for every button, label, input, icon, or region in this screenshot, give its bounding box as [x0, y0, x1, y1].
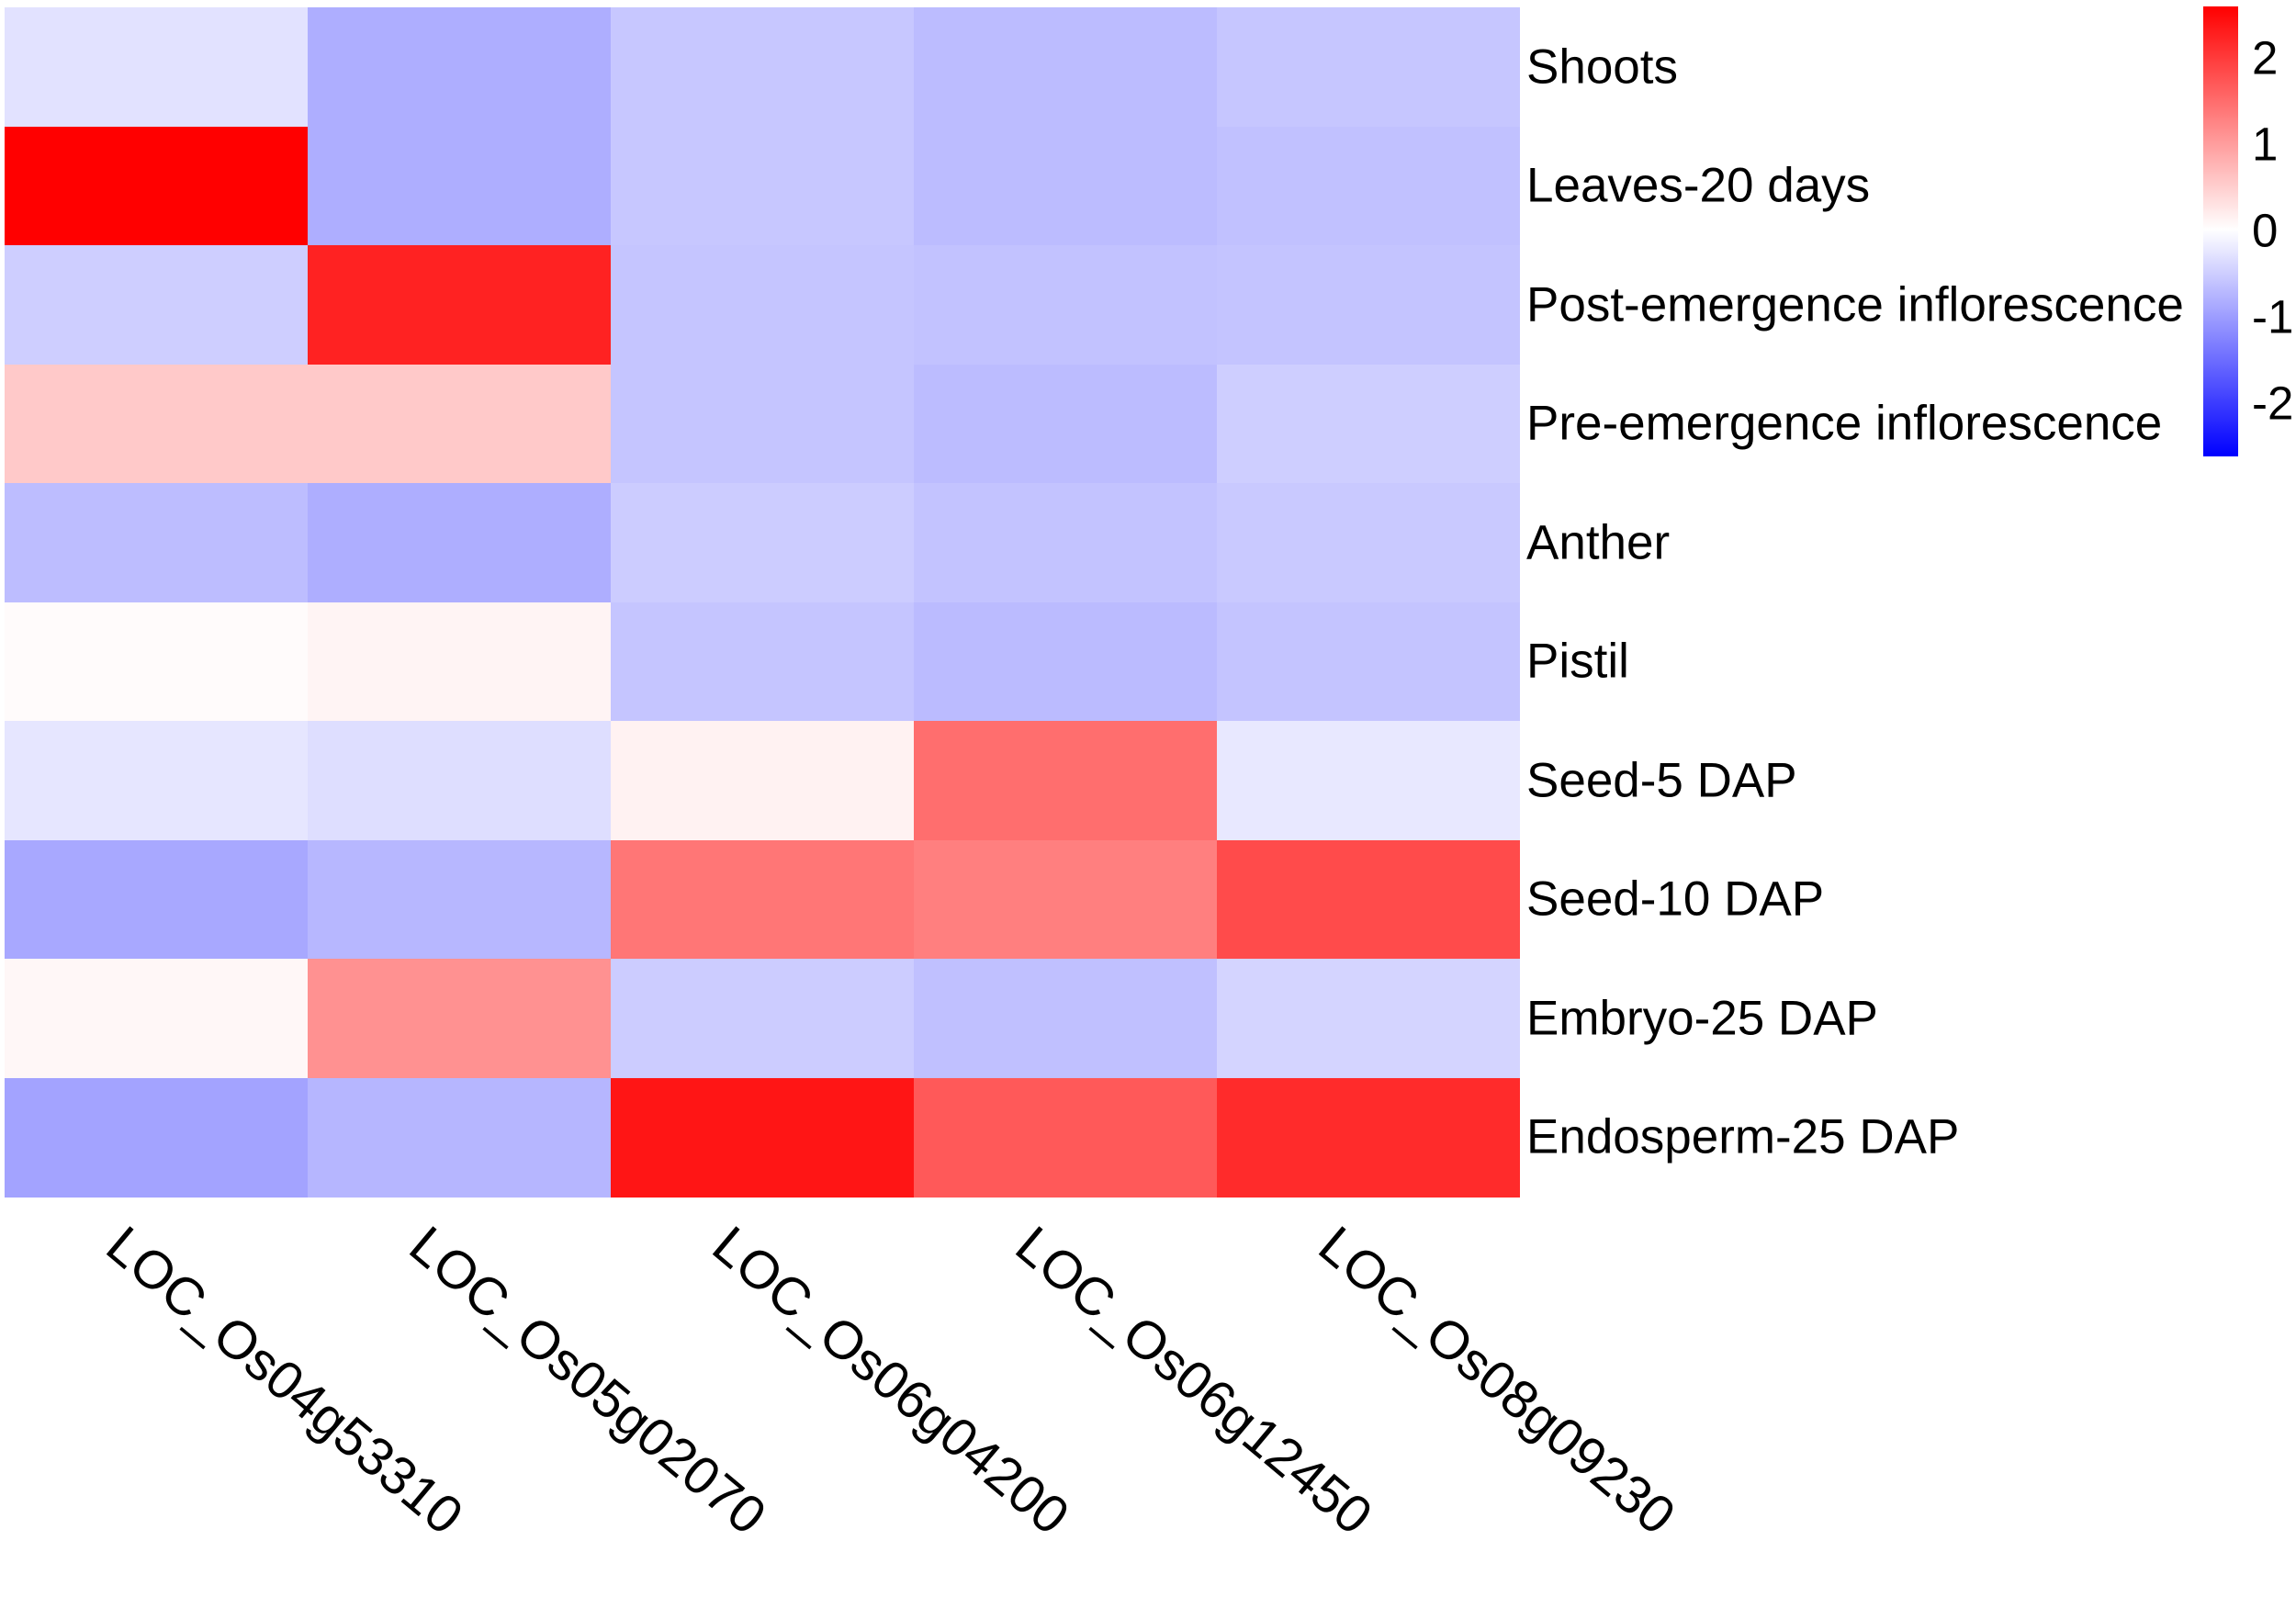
heatmap-cell-r0-c0: [5, 7, 308, 127]
row-label: Embryo-25 DAP: [1526, 991, 1878, 1046]
row-label: Seed-10 DAP: [1526, 871, 1825, 927]
heatmap-cell-r0-c4: [1217, 7, 1520, 127]
row-label: Leaves-20 days: [1526, 158, 1871, 213]
heatmap-cell-r9-c3: [914, 1077, 1217, 1198]
heatmap-cell-r4-c2: [611, 483, 914, 602]
heatmap-cell-r1-c1: [308, 126, 611, 246]
heatmap-cell-r3-c0: [5, 364, 308, 484]
heatmap-cell-r7-c3: [914, 839, 1217, 960]
colorbar-tick-label: 1: [2252, 118, 2279, 171]
heatmap-cell-r1-c3: [914, 126, 1217, 246]
heatmap-cell-r7-c1: [308, 839, 611, 960]
heatmap-cell-r3-c3: [914, 364, 1217, 484]
heatmap-cell-r4-c4: [1217, 483, 1520, 602]
heatmap-cell-r0-c2: [611, 7, 914, 127]
heatmap-cell-r8-c1: [308, 959, 611, 1078]
heatmap-cell-r5-c1: [308, 602, 611, 722]
heatmap-cell-r8-c0: [5, 959, 308, 1078]
heatmap-cell-r8-c2: [611, 959, 914, 1078]
heatmap-cell-r7-c4: [1217, 839, 1520, 960]
heatmap-cell-r6-c3: [914, 721, 1217, 840]
heatmap-cell-r3-c4: [1217, 364, 1520, 484]
heatmap-cell-r8-c3: [914, 959, 1217, 1078]
heatmap-cell-r2-c3: [914, 245, 1217, 365]
heatmap-cell-r2-c0: [5, 245, 308, 365]
heatmap-cell-r5-c4: [1217, 602, 1520, 722]
heatmap-cell-r6-c2: [611, 721, 914, 840]
heatmap-cell-r1-c2: [611, 126, 914, 246]
heatmap-cell-r6-c0: [5, 721, 308, 840]
heatmap-cell-r2-c2: [611, 245, 914, 365]
heatmap-cell-r6-c1: [308, 721, 611, 840]
heatmap-cell-r8-c4: [1217, 959, 1520, 1078]
row-label: Pistil: [1526, 634, 1629, 689]
heatmap-cell-r3-c1: [308, 364, 611, 484]
colorbar-tick-label: 2: [2252, 31, 2279, 84]
row-label: Seed-5 DAP: [1526, 753, 1797, 808]
heatmap-cell-r9-c0: [5, 1077, 308, 1198]
heatmap-cell-r0-c1: [308, 7, 611, 127]
row-label: Anther: [1526, 515, 1671, 570]
colorbar-gradient: [2203, 6, 2238, 456]
heatmap-cell-r0-c3: [914, 7, 1217, 127]
heatmap-cell-r6-c4: [1217, 721, 1520, 840]
row-label: Endosperm-25 DAP: [1526, 1109, 1960, 1164]
heatmap-cell-r4-c0: [5, 483, 308, 602]
colorbar-tick-label: -1: [2252, 290, 2294, 343]
heatmap-cell-r2-c4: [1217, 245, 1520, 365]
heatmap-cell-r5-c2: [611, 602, 914, 722]
heatmap-cell-r5-c3: [914, 602, 1217, 722]
heatmap-cell-r1-c4: [1217, 126, 1520, 246]
colorbar-tick-label: -2: [2252, 377, 2294, 430]
heatmap-cell-r9-c2: [611, 1077, 914, 1198]
heatmap-cell-r4-c3: [914, 483, 1217, 602]
row-label: Shoots: [1526, 39, 1679, 95]
heatmap-cell-r2-c1: [308, 245, 611, 365]
heatmap-cell-r3-c2: [611, 364, 914, 484]
colorbar: [2203, 6, 2238, 456]
heatmap-cell-r9-c1: [308, 1077, 611, 1198]
heatmap-cell-r1-c0: [5, 126, 308, 246]
heatmap-cell-r9-c4: [1217, 1077, 1520, 1198]
heatmap-cell-r4-c1: [308, 483, 611, 602]
row-label: Post-emergence inflorescence: [1526, 277, 2184, 332]
heatmap-cell-r5-c0: [5, 602, 308, 722]
heatmap-cell-r7-c2: [611, 839, 914, 960]
heatmap-cell-r7-c0: [5, 839, 308, 960]
row-label: Pre-emergence inflorescence: [1526, 396, 2163, 451]
colorbar-tick-label: 0: [2252, 204, 2279, 257]
